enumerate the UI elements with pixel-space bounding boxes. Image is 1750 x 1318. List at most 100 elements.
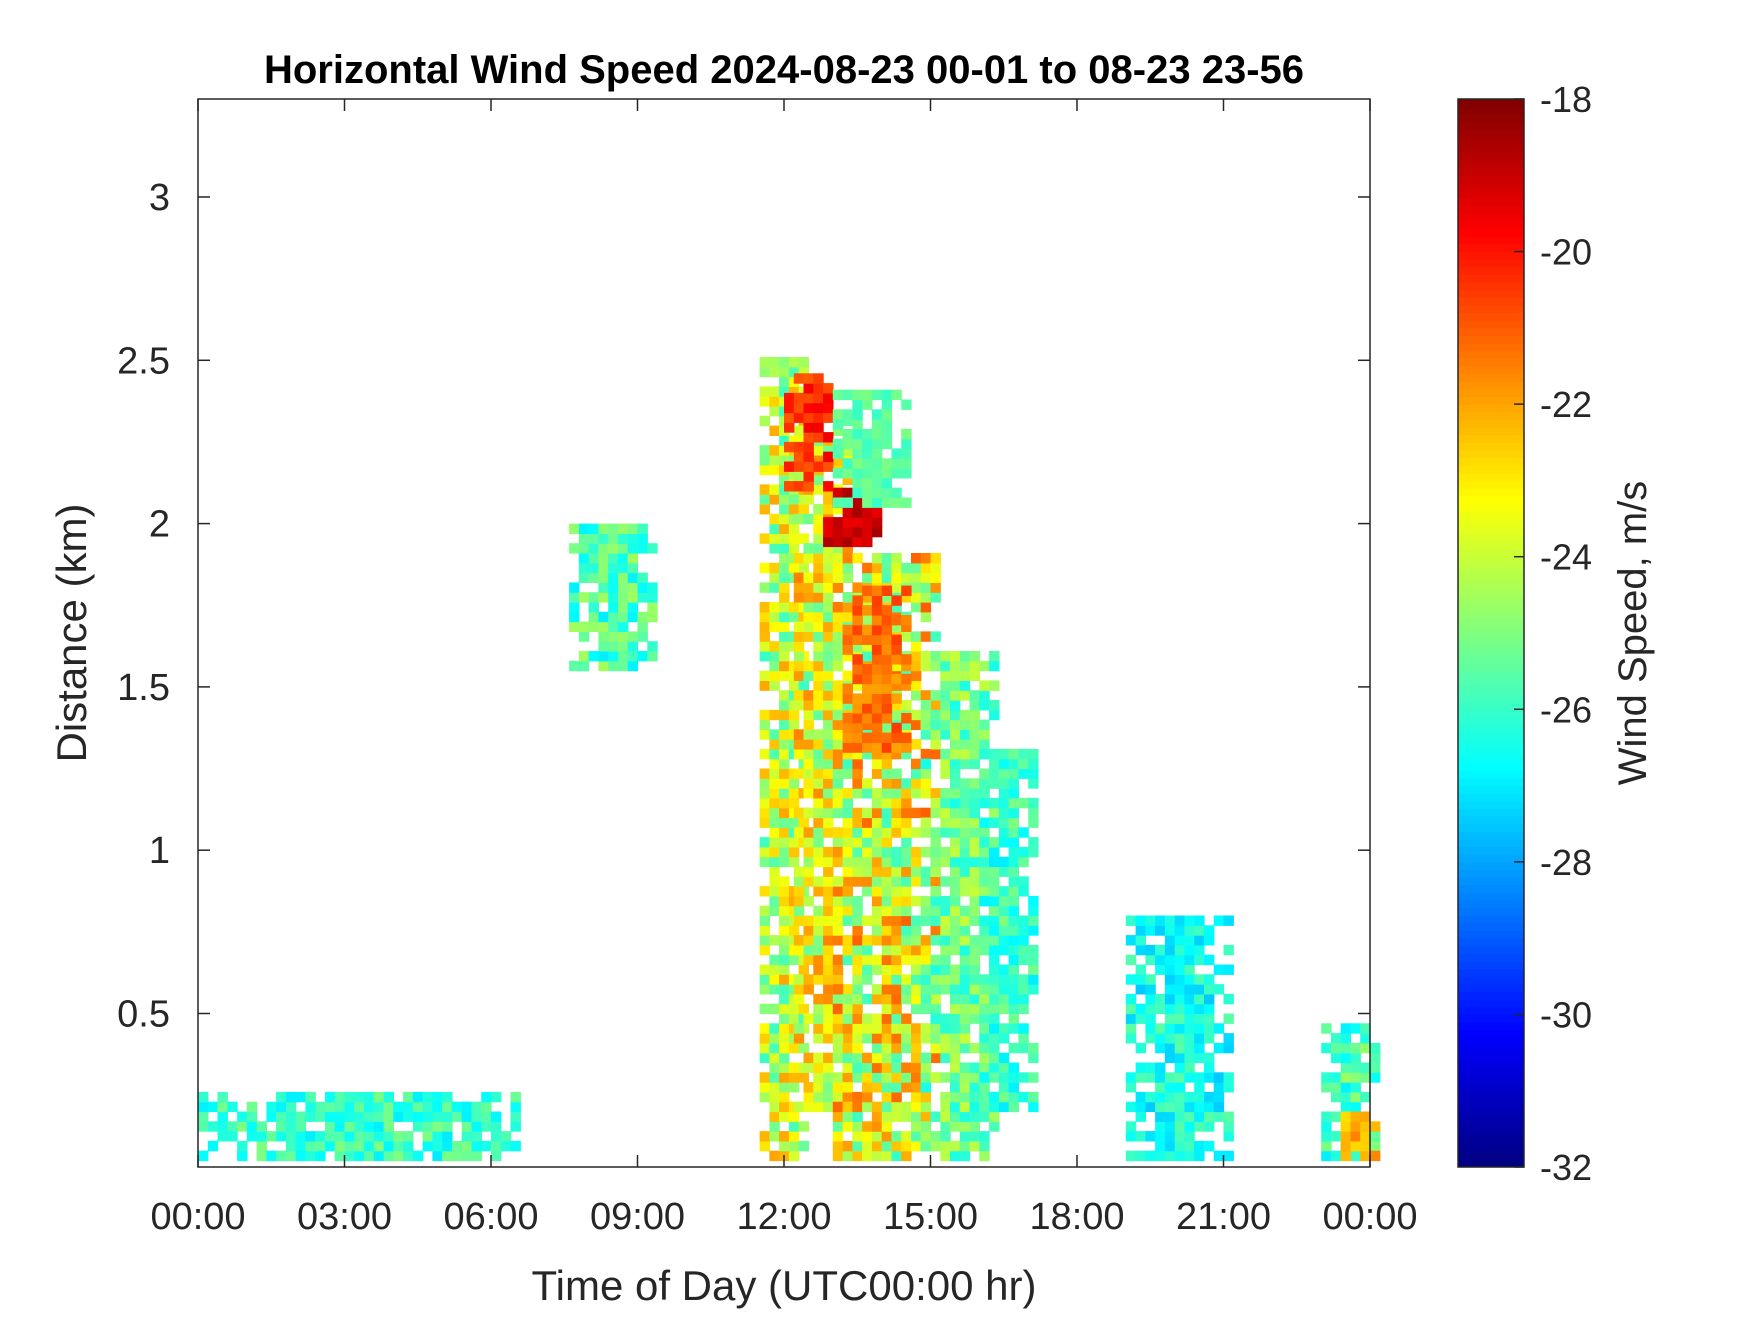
heatmap-cell (832, 729, 844, 740)
heatmap-cell (871, 458, 883, 469)
heatmap-cell (911, 553, 922, 564)
heatmap-cell (779, 837, 790, 848)
heatmap-cell (1370, 1042, 1381, 1054)
heatmap-cell (920, 709, 932, 721)
heatmap-cell (325, 1111, 336, 1122)
heatmap-cell (803, 719, 814, 730)
heatmap-cell (1008, 837, 1019, 848)
heatmap-cell (901, 660, 912, 672)
heatmap-cell (852, 1091, 863, 1103)
heatmap-cell (1204, 984, 1215, 995)
heatmap-cell (1145, 974, 1156, 985)
heatmap-cell (779, 895, 790, 907)
heatmap-cell (950, 1052, 961, 1064)
heatmap-cell (871, 758, 883, 770)
heatmap-cell (823, 572, 834, 583)
heatmap-cell (940, 709, 951, 721)
heatmap-cell (920, 1121, 932, 1132)
heatmap-cell (871, 1052, 883, 1064)
heatmap-cell (842, 1082, 853, 1093)
heatmap-cell (832, 886, 844, 897)
heatmap-cell (1018, 944, 1029, 956)
heatmap-cell (852, 389, 863, 401)
heatmap-cell (510, 1091, 521, 1103)
heatmap-cell (1174, 1140, 1186, 1152)
heatmap-cell (1135, 974, 1146, 985)
heatmap-cell (911, 974, 922, 985)
heatmap-cell (569, 523, 580, 534)
heatmap-cell (832, 974, 844, 985)
heatmap-cell (1135, 944, 1146, 956)
heatmap-cell (1340, 1111, 1352, 1122)
heatmap-cell (779, 739, 790, 750)
heatmap-cell (779, 386, 790, 397)
heatmap-cell (344, 1121, 355, 1132)
heatmap-cell (647, 602, 658, 613)
heatmap-cell (862, 624, 873, 636)
heatmap-cell (852, 680, 863, 691)
heatmap-cell (881, 428, 893, 440)
heatmap-cell (788, 837, 800, 848)
colorbar-segment (1458, 648, 1524, 657)
heatmap-cell (432, 1111, 443, 1122)
heatmap-cell (759, 641, 770, 652)
heatmap-cell (779, 1003, 790, 1015)
heatmap-cell (1194, 1013, 1205, 1024)
heatmap-cell (891, 846, 902, 858)
heatmap-cell (769, 1072, 780, 1083)
heatmap-cell (788, 1111, 800, 1122)
heatmap-cell (779, 513, 790, 525)
heatmap-cell (823, 651, 834, 662)
heatmap-cell (862, 1082, 873, 1093)
heatmap-cell (1184, 1131, 1195, 1142)
heatmap-cell (500, 1140, 512, 1152)
heatmap-cell (862, 438, 873, 450)
heatmap-cell (920, 1023, 932, 1034)
heatmap-cell (491, 1091, 502, 1103)
heatmap-cell (940, 817, 951, 828)
heatmap-cell (989, 1023, 1000, 1034)
heatmap-cell (803, 582, 814, 593)
heatmap-cell (759, 944, 770, 956)
heatmap-cell (759, 621, 770, 632)
heatmap-cell (1145, 984, 1156, 995)
heatmap-cell (959, 651, 971, 662)
heatmap-cell (769, 935, 780, 946)
heatmap-cell (1370, 1150, 1381, 1162)
heatmap-cell (842, 683, 853, 694)
heatmap-cell (1028, 954, 1039, 966)
heatmap-cell (871, 1082, 883, 1093)
heatmap-cell (1340, 1062, 1352, 1073)
heatmap-cell (940, 1013, 951, 1024)
colorbar-segment (1458, 213, 1524, 222)
heatmap-cell (803, 592, 814, 603)
heatmap-cell (989, 876, 1000, 887)
heatmap-cell (813, 758, 824, 770)
heatmap-cell (803, 984, 814, 995)
heatmap-cell (998, 935, 1010, 946)
heatmap-cell (911, 1003, 922, 1015)
heatmap-cell (198, 1121, 209, 1132)
heatmap-cell (627, 611, 639, 623)
heatmap-cell (1155, 915, 1166, 926)
heatmap-cell (588, 611, 600, 623)
heatmap-cell (823, 866, 834, 877)
heatmap-cell (920, 1072, 932, 1083)
heatmap-cell (823, 935, 834, 946)
heatmap-cell (769, 425, 780, 436)
heatmap-cell (842, 693, 853, 704)
heatmap-cell (842, 572, 853, 583)
heatmap-cell (1155, 1140, 1166, 1152)
colorbar-segment (1458, 823, 1524, 832)
heatmap-cell (852, 713, 863, 724)
heatmap-cell (959, 993, 971, 1005)
heatmap-cell (779, 827, 790, 838)
heatmap-cell (852, 654, 863, 665)
heatmap-cell (803, 481, 814, 492)
heatmap-cell (608, 611, 619, 623)
heatmap-cell (578, 660, 590, 672)
colorbar-segment (1458, 526, 1524, 535)
heatmap-cell (989, 964, 1000, 975)
heatmap-cell (852, 693, 863, 704)
heatmap-cell (759, 562, 770, 574)
